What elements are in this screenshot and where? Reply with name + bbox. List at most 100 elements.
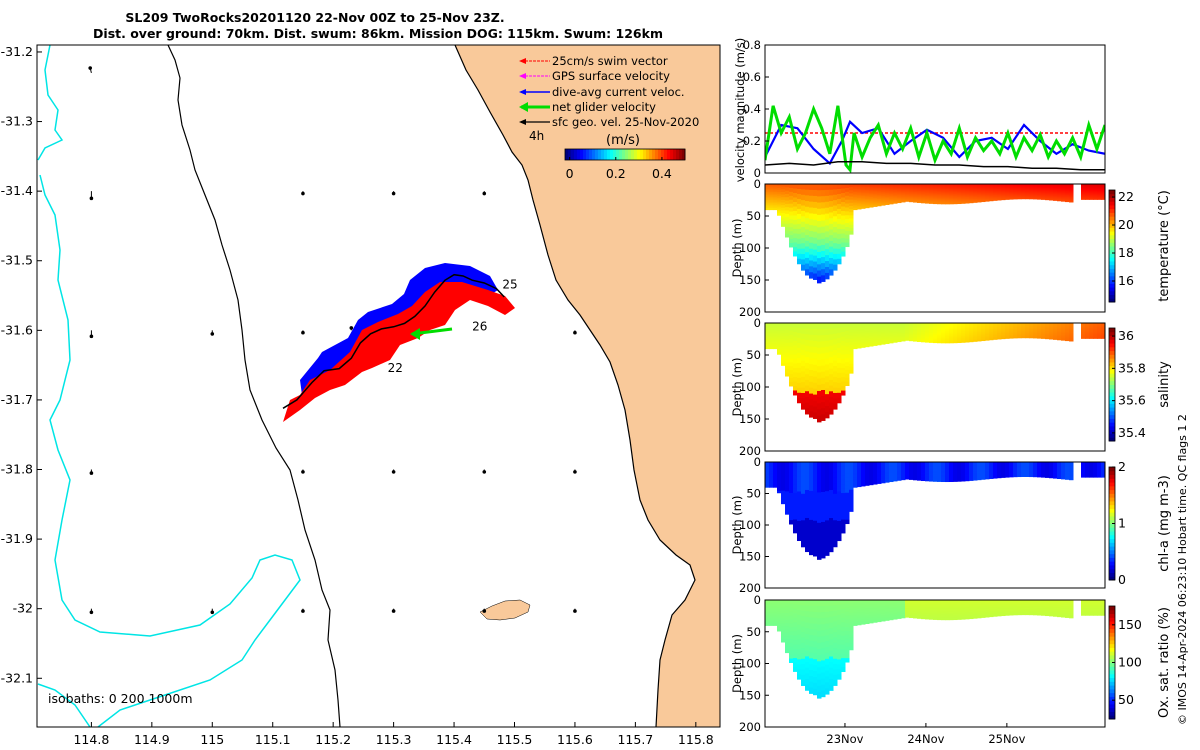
section-cell [909, 477, 914, 479]
section-cell [1097, 325, 1102, 328]
section-cell [1033, 184, 1038, 186]
section-cell [893, 192, 898, 195]
section-cell [961, 327, 966, 330]
section-cell [909, 326, 914, 328]
section-cell [881, 197, 886, 200]
section-cell [981, 197, 986, 199]
section-cell [1025, 187, 1030, 190]
section-cell [801, 525, 806, 532]
section-cell [881, 328, 886, 331]
section-colorbar-tick-label: 35.6 [1118, 393, 1146, 408]
section-colorbar-cell [1109, 358, 1115, 363]
section-cell [1081, 331, 1086, 334]
section-cell [885, 467, 890, 469]
section-cell [805, 345, 810, 352]
section-cell [981, 198, 986, 200]
section-cell [961, 190, 966, 192]
section-cell [941, 341, 946, 344]
section-cell [813, 394, 818, 402]
section-cell [893, 477, 898, 480]
section-cell [873, 609, 878, 612]
section-cell [1009, 332, 1014, 334]
section-cell [1033, 335, 1038, 337]
section-cell [877, 328, 882, 331]
section-cell [813, 641, 818, 648]
section-cell [977, 468, 982, 471]
section-cell [1061, 475, 1066, 478]
section-cell [769, 339, 774, 342]
section-cell [889, 188, 894, 191]
section-cell [837, 362, 842, 369]
section-cell [845, 203, 850, 208]
section-cell [813, 340, 818, 348]
section-cell [977, 326, 982, 328]
section-cell [1029, 472, 1034, 475]
section-cell [881, 609, 886, 611]
section-cell [861, 482, 866, 485]
section-cell [933, 332, 938, 335]
section-cell [917, 613, 922, 616]
section-cell [845, 334, 850, 340]
section-cell [765, 609, 770, 612]
section-cell [929, 473, 934, 476]
section-cell [793, 210, 798, 216]
section-cell [1017, 327, 1022, 330]
section-cell [773, 201, 778, 204]
section-cell [793, 354, 798, 360]
section-cell [969, 471, 974, 473]
section-cell [849, 612, 854, 617]
section-cell [777, 615, 782, 618]
section-cell [917, 195, 922, 198]
section-cell [849, 354, 854, 358]
section-cell [901, 604, 906, 607]
section-cell [1089, 329, 1094, 332]
section-cell [869, 188, 874, 191]
section-cell [877, 478, 882, 480]
section-cell [921, 464, 926, 466]
section-cell [1045, 464, 1050, 467]
section-cell [885, 465, 890, 468]
section-cell [873, 324, 878, 327]
section-cell [849, 631, 854, 635]
section-cell [1081, 192, 1086, 195]
section-cell [849, 332, 854, 337]
section-cell [1069, 323, 1074, 325]
section-cell [825, 652, 830, 660]
section-cell [837, 600, 842, 606]
section-cell [985, 333, 990, 336]
section-cell [845, 187, 850, 193]
section-cell [937, 331, 942, 334]
section-cell [889, 601, 894, 603]
section-cell [961, 197, 966, 199]
section-cell [845, 215, 850, 220]
section-cell [837, 253, 842, 260]
section-cell [829, 546, 834, 553]
section-cell [885, 478, 890, 481]
section-cell [1033, 190, 1038, 192]
section-cell [1093, 472, 1098, 474]
section-cell [949, 475, 954, 478]
section-cell [937, 327, 942, 330]
section-cell [877, 471, 882, 474]
track-day-label: 22 [388, 361, 403, 375]
section-cell [1053, 190, 1058, 192]
section-cell [1017, 475, 1022, 478]
section-cell [905, 474, 910, 477]
velocity-ylabel: velocity magnitude (m/s) [733, 38, 747, 183]
section-cell [901, 612, 906, 614]
section-cell [993, 328, 998, 330]
section-cell [845, 650, 850, 655]
section-cell [1025, 462, 1030, 465]
section-cell [813, 659, 818, 666]
section-cell [1053, 471, 1058, 473]
section-cell [897, 608, 902, 610]
section-cell [973, 333, 978, 335]
section-cell [993, 191, 998, 193]
section-cell [1045, 185, 1050, 188]
section-cell [821, 648, 826, 655]
section-colorbar-cell [1109, 500, 1115, 506]
section-cell [897, 611, 902, 614]
section-cell [1013, 196, 1018, 198]
section-cell [869, 604, 874, 607]
section-cell [797, 659, 802, 665]
